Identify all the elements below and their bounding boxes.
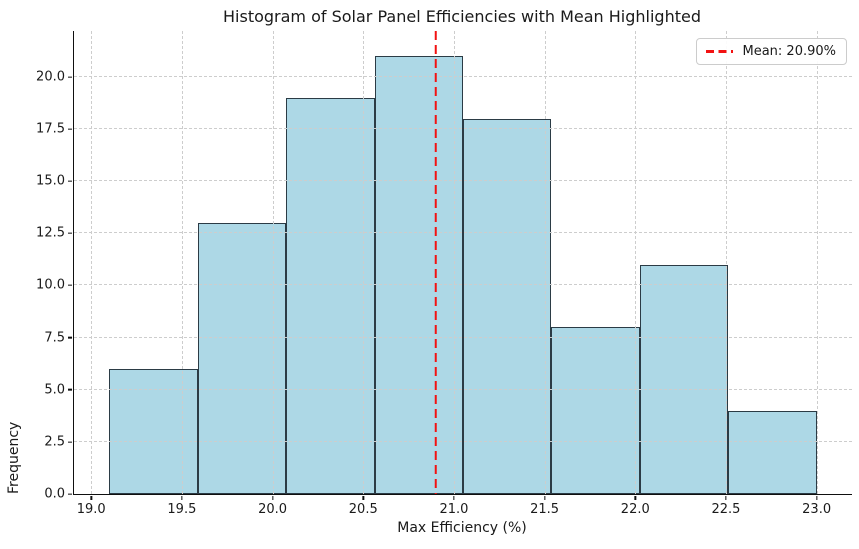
y-tick-label: 2.5 — [44, 434, 65, 450]
histogram-bar — [286, 97, 375, 494]
y-axis-tick — [68, 76, 73, 78]
y-tick-label: 7.5 — [44, 330, 65, 346]
y-axis-tick — [68, 232, 73, 234]
mean-line-legend-icon — [706, 50, 734, 53]
plot-area: Mean: 20.90% 19.0 19.5 20.0 20.5 21.0 21.5 22.… — [36, 31, 852, 517]
x-axis-tick — [362, 495, 364, 500]
x-axis-tick — [815, 495, 818, 500]
y-tick-label: 0.0 — [44, 486, 65, 502]
histogram-bar — [197, 222, 287, 494]
x-axis-tick — [181, 495, 183, 500]
histogram-bar — [551, 327, 640, 494]
x-tick-label: 22.0 — [620, 502, 650, 517]
histogram-bar — [728, 410, 817, 494]
x-tick-label: 19.0 — [76, 502, 106, 517]
mean-line — [434, 31, 438, 494]
x-tick-label: 20.5 — [348, 502, 378, 517]
histogram-bar — [639, 264, 729, 494]
y-tick-label: 10.0 — [36, 277, 65, 293]
y-tick-label: 20.0 — [36, 69, 65, 85]
x-tick-label: 23.0 — [802, 502, 832, 517]
x-tick-label: 21.5 — [530, 502, 560, 517]
x-axis-tick — [725, 495, 727, 500]
histogram-bar — [374, 56, 463, 494]
legend-label: Mean: 20.90% — [742, 44, 836, 59]
x-axis-tick — [271, 495, 274, 500]
x-gridline — [91, 31, 93, 494]
x-axis-tick — [543, 495, 546, 500]
y-tick-label: 5.0 — [44, 382, 65, 398]
x-axis-tick — [634, 495, 636, 500]
y-gridline — [74, 75, 852, 77]
x-tick-label: 20.0 — [258, 502, 288, 517]
y-axis-tick — [68, 389, 73, 391]
histogram-bar — [109, 368, 198, 494]
x-gridline — [816, 31, 818, 494]
x-axis-label: Max Efficiency (%) — [397, 520, 527, 536]
y-axis-tick — [68, 441, 73, 443]
x-tick-label: 22.5 — [711, 502, 741, 517]
y-axis-label: Frequency — [6, 421, 22, 494]
y-tick-label: 12.5 — [36, 225, 65, 241]
histogram-bar — [463, 118, 552, 494]
y-tick-label: 15.0 — [36, 173, 65, 189]
chart-title: Histogram of Solar Panel Efficiencies wi… — [223, 7, 701, 26]
legend: Mean: 20.90% — [696, 38, 847, 65]
x-tick-label: 21.0 — [439, 502, 469, 517]
y-axis-tick — [68, 180, 73, 182]
y-axis-tick — [68, 336, 73, 339]
x-axis-tick — [90, 495, 92, 500]
x-axis-tick — [453, 495, 455, 500]
x-tick-label: 19.5 — [167, 502, 197, 517]
y-axis-tick — [68, 284, 73, 287]
y-axis-tick — [68, 128, 73, 130]
y-tick-label: 17.5 — [36, 121, 65, 137]
y-axis-tick — [68, 493, 73, 495]
